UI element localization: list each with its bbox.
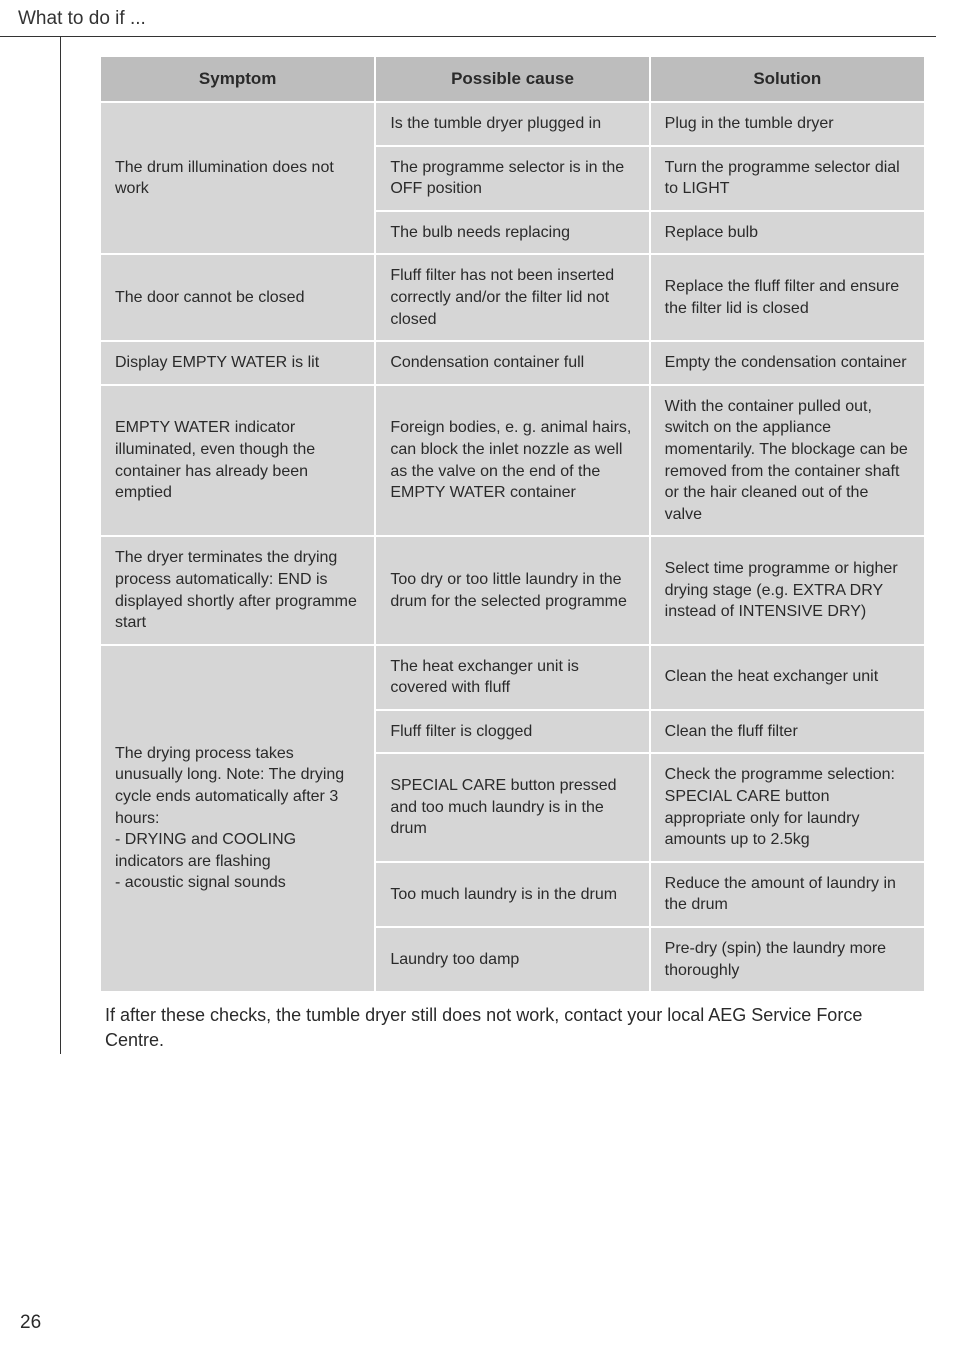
symptom-cell: Display EMPTY WATER is lit	[101, 341, 375, 385]
solution-cell: Check the programme selection: SPECIAL C…	[650, 753, 924, 861]
cause-cell: The programme selector is in the OFF pos…	[375, 146, 649, 211]
cause-cell: The heat exchanger unit is covered with …	[375, 645, 649, 710]
table-header-row: Symptom Possible cause Solution	[101, 57, 924, 102]
table-row: The dryer terminates the drying process …	[101, 536, 924, 644]
cause-cell: Foreign bodies, e. g. animal hairs, can …	[375, 385, 649, 537]
cause-cell: Fluff filter has not been inserted corre…	[375, 254, 649, 341]
header-symptom: Symptom	[101, 57, 375, 102]
table-row: Display EMPTY WATER is lit Condensation …	[101, 341, 924, 385]
cause-cell: Fluff filter is clogged	[375, 710, 649, 754]
page-number: 26	[20, 1312, 41, 1334]
header-solution: Solution	[650, 57, 924, 102]
solution-cell: Select time programme or higher drying s…	[650, 536, 924, 644]
cause-cell: Too much laundry is in the drum	[375, 862, 649, 927]
symptom-cell: EMPTY WATER indicator illuminated, even …	[101, 385, 375, 537]
header-cause: Possible cause	[375, 57, 649, 102]
table-row: The drum illumination does not work Is t…	[101, 102, 924, 146]
solution-cell: Replace the fluff filter and ensure the …	[650, 254, 924, 341]
cause-cell: SPECIAL CARE button pressed and too much…	[375, 753, 649, 861]
solution-cell: Plug in the tumble dryer	[650, 102, 924, 146]
symptom-cell: The dryer terminates the drying process …	[101, 536, 375, 644]
solution-cell: Empty the condensation container	[650, 341, 924, 385]
symptom-cell: The door cannot be closed	[101, 254, 375, 341]
symptom-cell: The drying process takes unusually long.…	[101, 645, 375, 993]
solution-cell: Reduce the amount of laundry in the drum	[650, 862, 924, 927]
cause-cell: The bulb needs replacing	[375, 211, 649, 255]
table-row: The drying process takes unusually long.…	[101, 645, 924, 710]
solution-cell: Clean the heat exchanger unit	[650, 645, 924, 710]
table-row: EMPTY WATER indicator illuminated, even …	[101, 385, 924, 537]
solution-cell: Clean the fluff filter	[650, 710, 924, 754]
solution-cell: Turn the programme selector dial to LIGH…	[650, 146, 924, 211]
troubleshooting-table: Symptom Possible cause Solution The drum…	[101, 57, 924, 993]
content-area: Symptom Possible cause Solution The drum…	[60, 37, 954, 1054]
symptom-cell: The drum illumination does not work	[101, 102, 375, 254]
solution-cell: Replace bulb	[650, 211, 924, 255]
cause-cell: Too dry or too little laundry in the dru…	[375, 536, 649, 644]
page-title: What to do if ...	[0, 0, 936, 37]
table-row: The door cannot be closed Fluff filter h…	[101, 254, 924, 341]
footer-note: If after these checks, the tumble dryer …	[101, 993, 924, 1053]
cause-cell: Laundry too damp	[375, 927, 649, 992]
cause-cell: Condensation container full	[375, 341, 649, 385]
solution-cell: Pre-dry (spin) the laundry more thorough…	[650, 927, 924, 992]
solution-cell: With the container pulled out, switch on…	[650, 385, 924, 537]
cause-cell: Is the tumble dryer plugged in	[375, 102, 649, 146]
